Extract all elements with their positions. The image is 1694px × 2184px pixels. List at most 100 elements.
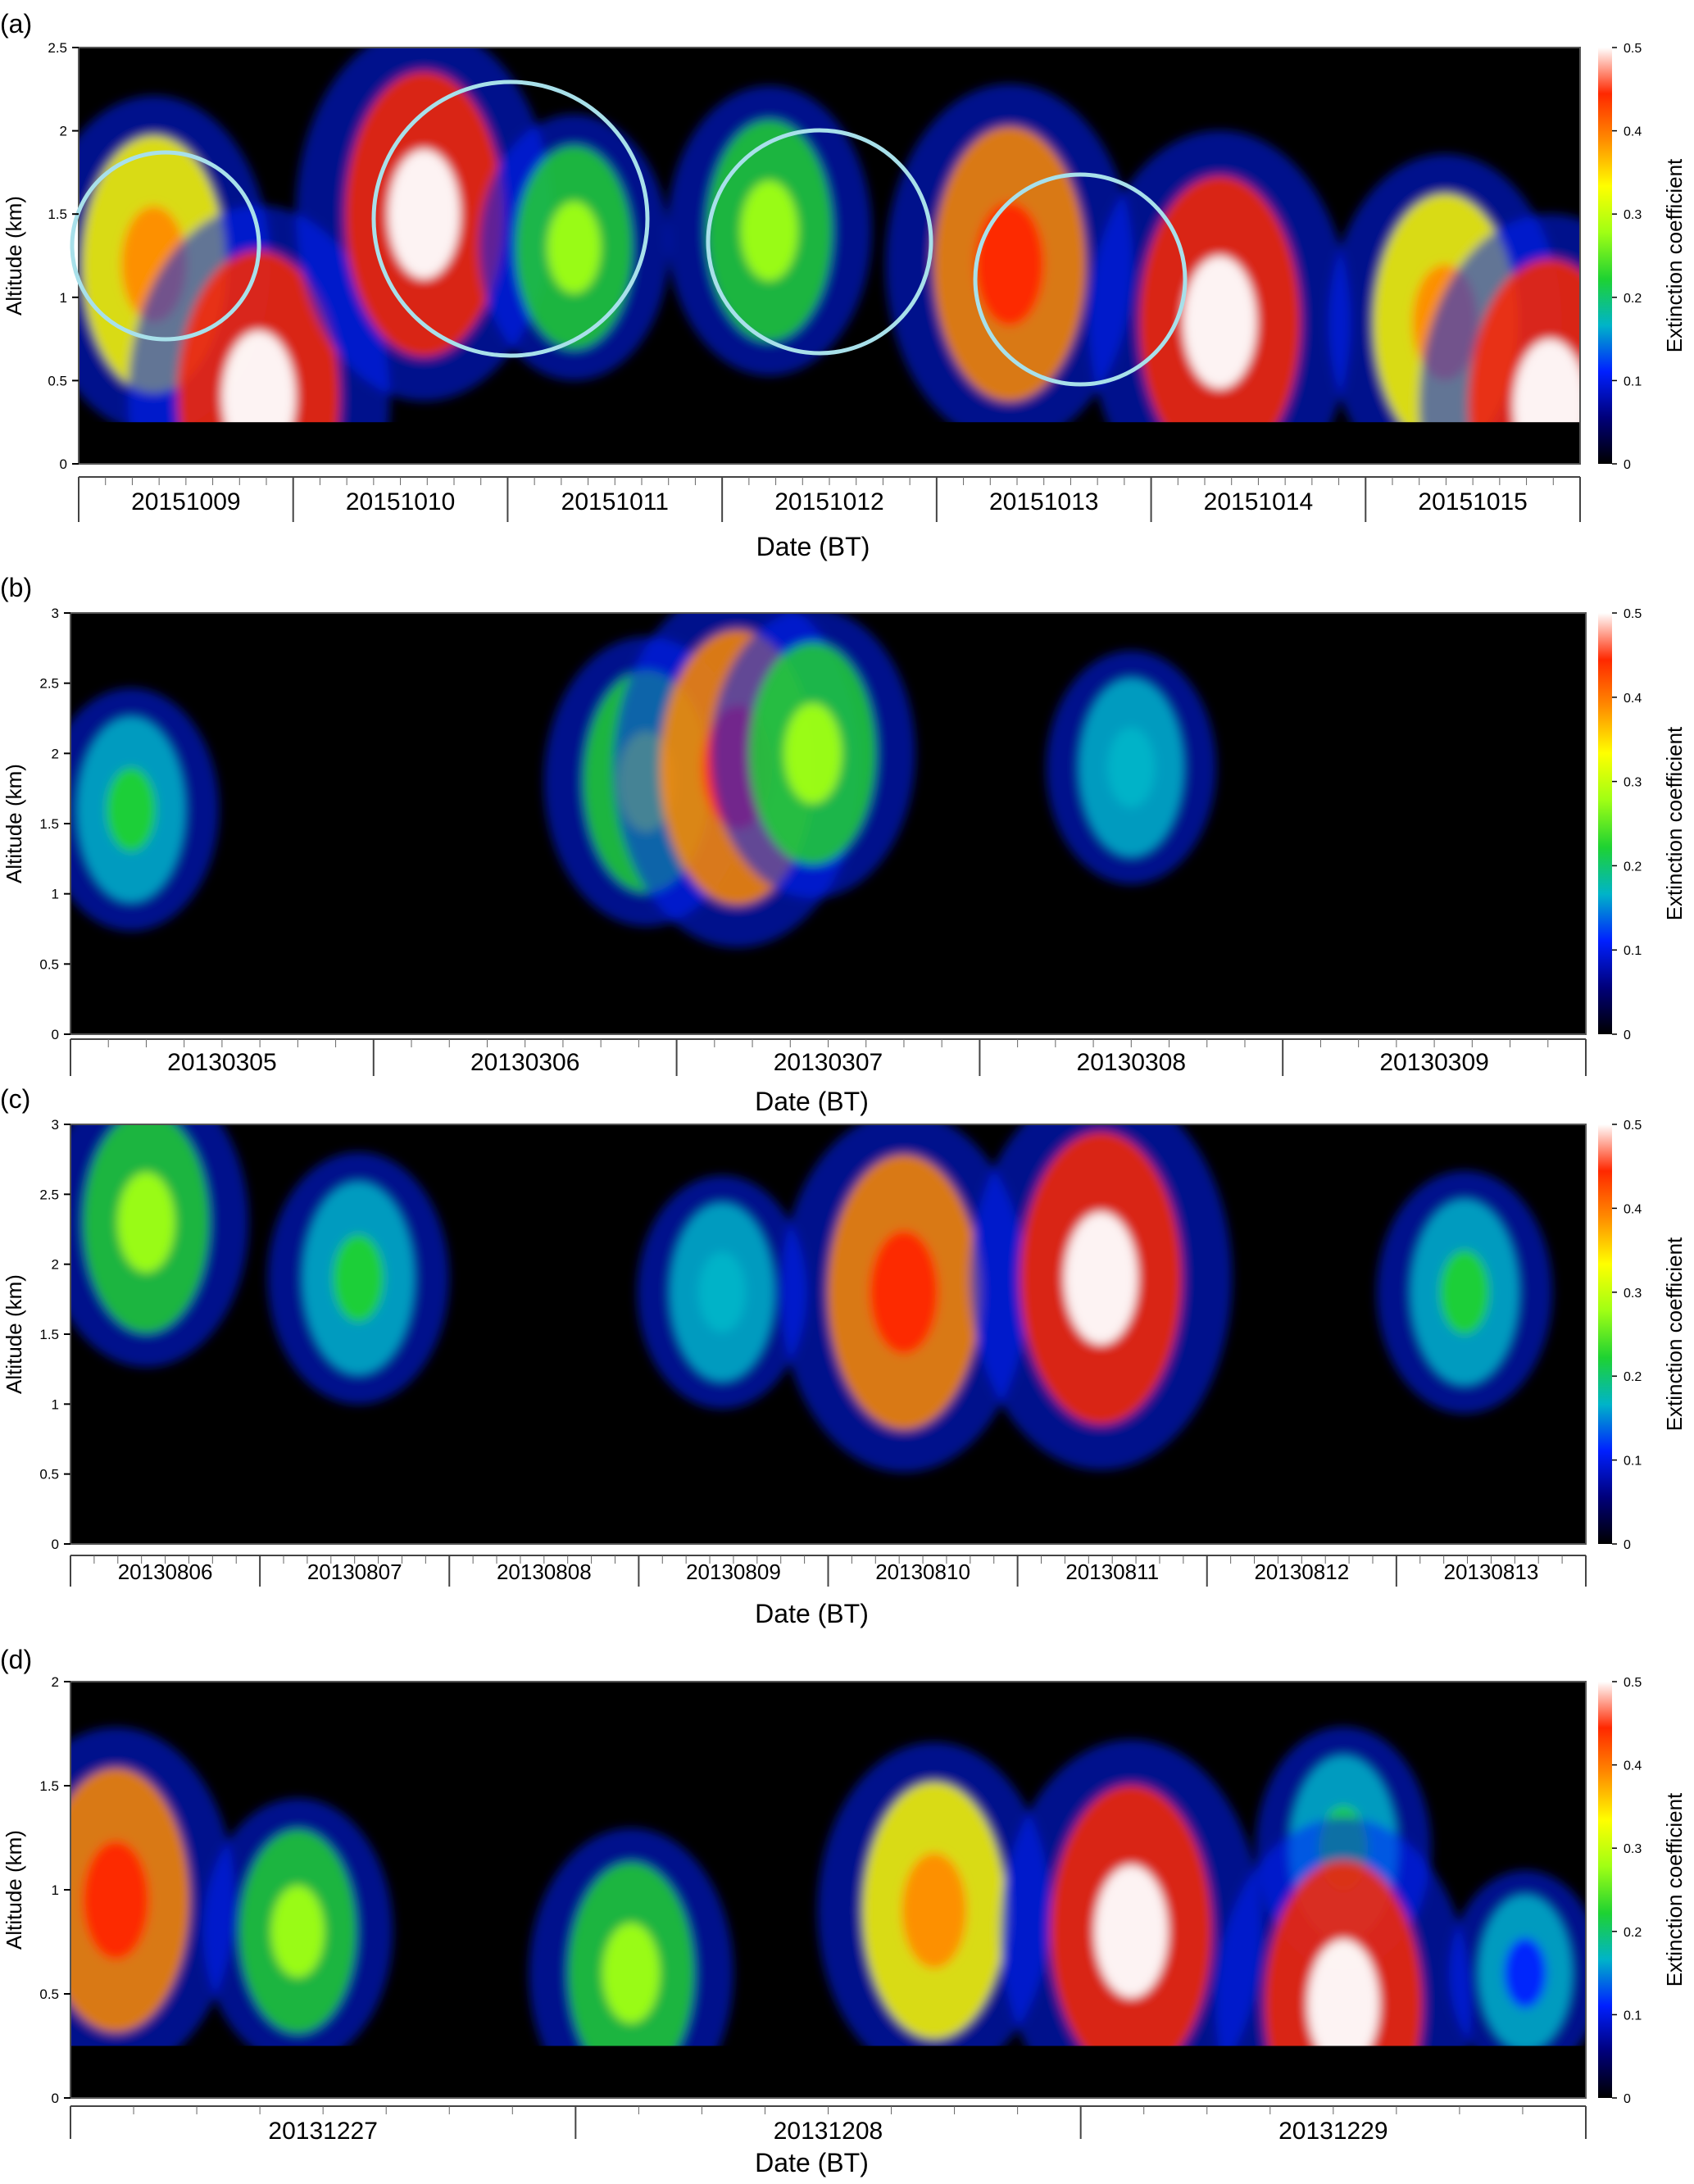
heat-core [333, 1234, 384, 1323]
colorbar-tick-label: 0.4 [1624, 692, 1642, 706]
colorbar-tick-label: 0.5 [1624, 607, 1642, 621]
y-tick-label: 0.5 [48, 373, 67, 388]
y-tick-label: 1.5 [39, 1778, 59, 1794]
x-category-label: 20130809 [686, 1560, 781, 1584]
colorbar-tick-label: 0.4 [1624, 1759, 1642, 1773]
y-axis-label: Altitude (km) [2, 196, 26, 316]
x-category-label: 20151011 [561, 488, 669, 515]
y-axis-label: Altitude (km) [2, 764, 26, 883]
y-tick-label: 3 [52, 606, 59, 621]
colorbar-tick-label: 0.3 [1624, 1842, 1642, 1856]
colorbar-tick-label: 0.2 [1624, 292, 1642, 306]
heat-core [117, 1172, 175, 1273]
circle-annotation [371, 79, 650, 358]
y-tick-label: 1 [52, 1882, 59, 1898]
x-category-label: 20130307 [774, 1049, 883, 1076]
x-category-label: 20151009 [131, 488, 240, 515]
heatmap-layer [70, 1124, 1553, 1473]
y-tick-label: 2 [52, 746, 59, 761]
panel-4: (d) 0 0.5 1 1.5 2 Altitude (km) 0 0.1 0.2 0.3 0.4 0.… [0, 1645, 1687, 2177]
heat-core [602, 1923, 661, 2023]
y-tick-label: 0 [52, 2091, 59, 2106]
y-tick-label: 2 [60, 124, 67, 139]
colorbar-tick-label: 0.4 [1624, 125, 1642, 139]
colorbar-label: Extinction coefficient [1662, 726, 1687, 920]
colorbar-label: Extinction coefficient [1662, 1237, 1687, 1431]
x-category-label: 20130305 [167, 1049, 276, 1076]
circle-annotation [706, 128, 933, 356]
x-category-label: 20130810 [875, 1560, 970, 1584]
no-data-band [70, 1509, 1586, 1544]
heat-core [1094, 1864, 1169, 1998]
heat-core [547, 201, 602, 294]
colorbar-tick-label: 0.2 [1624, 860, 1642, 874]
y-tick-label: 0 [52, 1027, 59, 1042]
heat-core [783, 703, 842, 804]
heat-core [1183, 256, 1257, 389]
colorbar-tick-label: 0.1 [1624, 375, 1642, 388]
colorbar-tick-label: 0.2 [1624, 1370, 1642, 1384]
circle-annotation [973, 172, 1188, 387]
x-category-label: 20130308 [1077, 1049, 1186, 1076]
no-data-band [79, 422, 1580, 464]
panels: (a) 0 0.5 1 1.5 2 2.5 Altitude (km) 0 0.1 0.2 0.3 0.… [0, 9, 1687, 2177]
heat-core [106, 767, 157, 852]
colorbar-tick-label: 0 [1624, 2092, 1631, 2106]
panel-2: (b) 0 0.5 1 1.5 2 2.5 3 Altitude (km) 0 0.1 0.2 0.3 0… [0, 573, 1687, 1116]
colorbar [1598, 1682, 1612, 2098]
heatmap-layer [70, 1727, 1586, 2098]
panel-label: (b) [0, 573, 32, 602]
panel-label: (d) [0, 1645, 32, 1674]
colorbar-tick-label: 0 [1624, 458, 1631, 472]
y-tick-label: 1.5 [39, 816, 59, 832]
colorbar [1598, 613, 1612, 1034]
x-category-label: 20130808 [497, 1560, 592, 1584]
heat-core [697, 1251, 747, 1333]
y-tick-label: 2 [52, 1674, 59, 1690]
y-tick-label: 2.5 [39, 676, 59, 692]
heat-core [270, 1885, 325, 1978]
x-category-label: 20131229 [1278, 2118, 1387, 2145]
x-category-label: 20130806 [118, 1560, 213, 1584]
colorbar-tick-label: 0.1 [1624, 1455, 1642, 1469]
colorbar-tick-label: 0 [1624, 1028, 1631, 1042]
colorbar-tick-label: 0.2 [1624, 1926, 1642, 1940]
x-category-label: 20151012 [774, 488, 883, 515]
y-tick-label: 1.5 [39, 1327, 59, 1342]
panel-1: (a) 0 0.5 1 1.5 2 2.5 Altitude (km) 0 0.1 0.2 0.3 0.… [0, 9, 1687, 561]
y-tick-label: 1 [60, 290, 67, 306]
y-axis-label: Altitude (km) [2, 1830, 26, 1950]
x-category-label: 20130807 [307, 1560, 402, 1584]
y-tick-label: 0.5 [39, 956, 59, 972]
x-axis-label: Date (BT) [755, 1599, 869, 1628]
y-tick-label: 0.5 [39, 1467, 59, 1482]
colorbar-label: Extinction coefficient [1662, 158, 1687, 352]
colorbar [1598, 48, 1612, 464]
heat-core [1064, 1211, 1138, 1345]
colorbar-tick-label: 0.5 [1624, 1119, 1642, 1133]
y-tick-label: 2 [52, 1257, 59, 1273]
y-tick-label: 2.5 [48, 40, 67, 56]
plot-frame [78, 47, 1581, 465]
x-category-label: 20151015 [1418, 488, 1527, 515]
colorbar-tick-label: 0 [1624, 1538, 1631, 1552]
y-tick-label: 0 [60, 456, 67, 472]
circle-annotation [70, 150, 261, 342]
colorbar-tick-label: 0.3 [1624, 208, 1642, 222]
heat-core [388, 149, 461, 279]
y-tick-label: 1 [52, 1396, 59, 1412]
heat-core [974, 202, 1045, 327]
colorbar-tick-label: 0.3 [1624, 776, 1642, 790]
y-tick-label: 0 [52, 1537, 59, 1552]
y-tick-label: 0.5 [39, 1986, 59, 2002]
y-axis-label: Altitude (km) [2, 1274, 26, 1394]
heat-core [901, 1852, 967, 1969]
x-axis-label: Date (BT) [755, 1087, 869, 1116]
colorbar [1598, 1124, 1612, 1544]
x-category-label: 20131208 [774, 2118, 883, 2145]
heat-core [1107, 727, 1156, 808]
colorbar-tick-label: 0.4 [1624, 1202, 1642, 1216]
x-category-label: 20130309 [1379, 1049, 1488, 1076]
colorbar-tick-label: 0.1 [1624, 2009, 1642, 2023]
x-category-label: 20130813 [1444, 1560, 1539, 1584]
